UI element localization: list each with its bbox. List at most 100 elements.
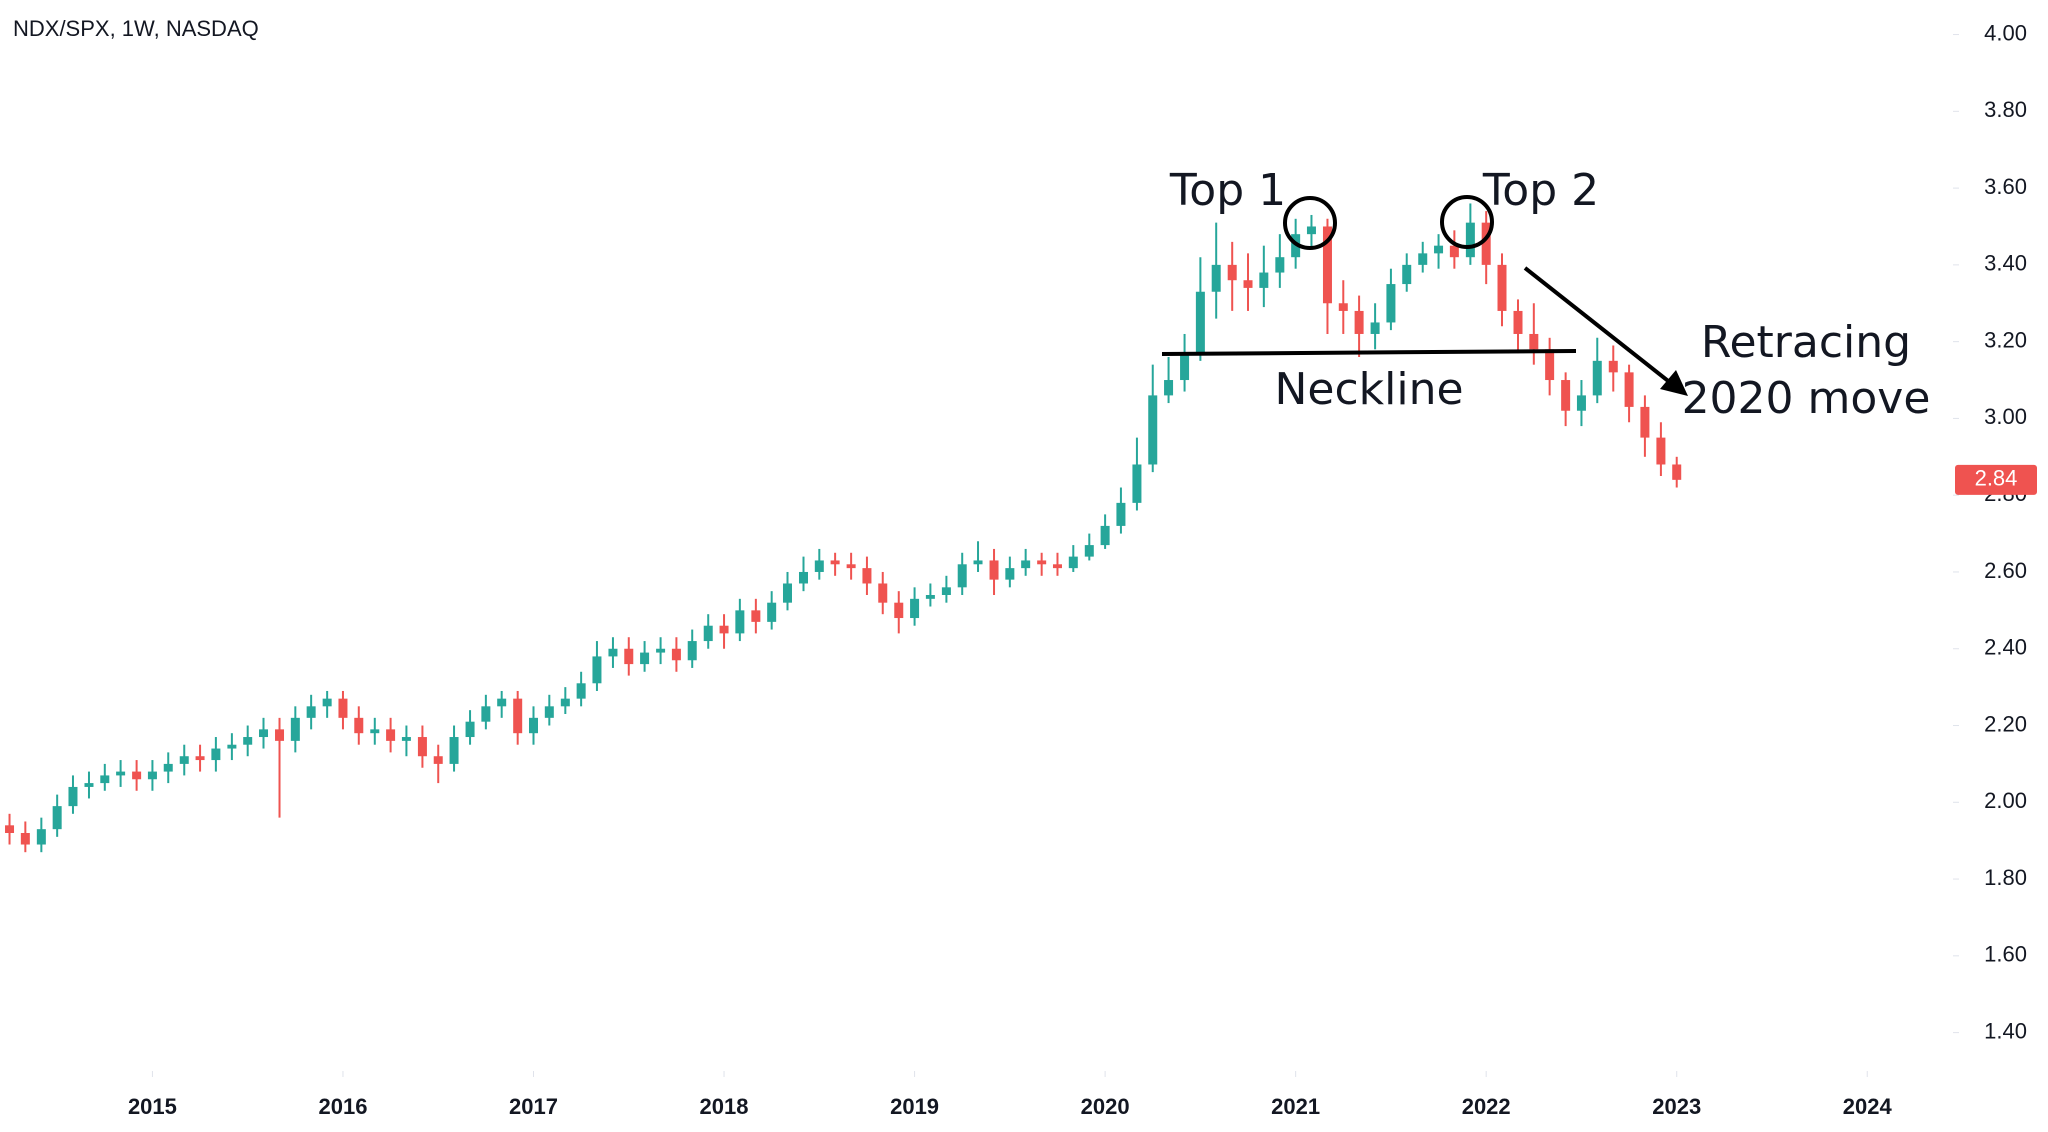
candle-body bbox=[894, 602, 904, 619]
y-tick-label: 2.60 bbox=[1984, 558, 2027, 583]
candle-body bbox=[1624, 372, 1634, 407]
arrow-head bbox=[1660, 370, 1688, 396]
candle-body bbox=[1592, 360, 1602, 396]
last-price-label: 2.84 bbox=[1975, 466, 2018, 491]
candle-body bbox=[1608, 360, 1618, 373]
y-tick-label: 1.40 bbox=[1984, 1018, 2027, 1043]
candle-body bbox=[1576, 395, 1586, 411]
candle-body bbox=[1513, 310, 1523, 334]
candle-body bbox=[211, 748, 221, 761]
candle-body bbox=[481, 706, 491, 722]
candle-body bbox=[322, 698, 332, 707]
y-tick-label: 4.00 bbox=[1984, 20, 2027, 45]
candle-body bbox=[1084, 545, 1094, 557]
candle-body bbox=[1529, 333, 1539, 350]
candle-body bbox=[1211, 264, 1221, 292]
candle-body bbox=[1656, 437, 1666, 465]
candle-body bbox=[1322, 226, 1332, 304]
candle-body bbox=[1418, 253, 1428, 265]
candle-body bbox=[1227, 264, 1237, 281]
candle-body bbox=[1306, 226, 1316, 235]
candle-body bbox=[401, 737, 411, 741]
candle-body bbox=[957, 564, 967, 588]
candle-body bbox=[624, 648, 634, 665]
y-tick-label: 3.00 bbox=[1984, 404, 2027, 429]
candle-body bbox=[1465, 222, 1475, 258]
x-tick-label: 2015 bbox=[128, 1094, 177, 1119]
candle-body bbox=[846, 564, 856, 569]
candle-body bbox=[576, 683, 586, 699]
candle-body bbox=[1068, 556, 1078, 569]
x-tick-label: 2016 bbox=[318, 1094, 367, 1119]
x-tick-label: 2018 bbox=[700, 1094, 749, 1119]
candle-body bbox=[290, 717, 300, 741]
candle-body bbox=[132, 771, 142, 780]
x-tick-label: 2017 bbox=[509, 1094, 558, 1119]
candle-body bbox=[592, 656, 602, 684]
arrow-shaft bbox=[1523, 266, 1674, 386]
plot bbox=[5, 203, 1682, 853]
candle-body bbox=[386, 729, 396, 741]
candle-body bbox=[259, 729, 269, 738]
candle-body bbox=[1037, 560, 1047, 565]
candle-body bbox=[973, 560, 983, 565]
candle-body bbox=[1021, 560, 1031, 569]
candle-body bbox=[1180, 353, 1190, 381]
candle-body bbox=[767, 602, 777, 622]
candle-body bbox=[227, 744, 237, 749]
candle-body bbox=[1434, 245, 1444, 254]
candle-body bbox=[1386, 284, 1396, 323]
candle-body bbox=[100, 775, 110, 784]
candle-body bbox=[560, 698, 570, 707]
annotation: 2020 move bbox=[1682, 373, 1931, 424]
x-tick-label: 2021 bbox=[1271, 1094, 1320, 1119]
chart-title: NDX/SPX, 1W, NASDAQ bbox=[13, 16, 259, 41]
candle-body bbox=[1243, 280, 1253, 288]
candle-body bbox=[338, 698, 348, 718]
annotation: Neckline bbox=[1274, 364, 1463, 415]
candle-body bbox=[1275, 257, 1285, 273]
neckline bbox=[1161, 349, 1577, 356]
candle-body bbox=[116, 771, 126, 776]
x-tick-label: 2024 bbox=[1843, 1094, 1893, 1119]
candle-body bbox=[735, 610, 745, 634]
x-tick-label: 2023 bbox=[1652, 1094, 1701, 1119]
y-tick-label: 2.00 bbox=[1984, 788, 2027, 813]
candle-body bbox=[1354, 310, 1364, 334]
candle-body bbox=[1338, 303, 1348, 311]
candle-body bbox=[354, 717, 364, 734]
candle-body bbox=[878, 583, 888, 603]
candle-body bbox=[1259, 272, 1269, 288]
candle-body bbox=[719, 625, 729, 634]
candle-body bbox=[1148, 395, 1158, 465]
y-tick-label: 3.40 bbox=[1984, 251, 2027, 276]
candle-body bbox=[1402, 264, 1412, 285]
y-tick-label: 3.60 bbox=[1984, 174, 2027, 199]
candle-body bbox=[513, 698, 523, 734]
candle-body bbox=[36, 829, 46, 845]
candle-body bbox=[370, 729, 380, 734]
y-tick-label: 2.40 bbox=[1984, 635, 2027, 660]
last-price-box bbox=[1955, 464, 2037, 495]
x-tick-label: 2022 bbox=[1462, 1094, 1511, 1119]
y-tick-label: 1.60 bbox=[1984, 942, 2027, 967]
candle-body bbox=[52, 806, 62, 830]
candle-body bbox=[449, 737, 459, 764]
candle-body bbox=[1052, 564, 1062, 569]
candle-body bbox=[465, 721, 475, 738]
candle-body bbox=[1116, 502, 1126, 526]
candle-body bbox=[275, 729, 285, 741]
candle-body bbox=[1640, 406, 1650, 438]
candle-body bbox=[640, 652, 650, 665]
candle-body bbox=[1545, 349, 1555, 381]
candle-body bbox=[529, 717, 539, 734]
candle-body bbox=[1561, 380, 1571, 411]
annotation: Top 1 bbox=[1169, 165, 1286, 216]
candle-body bbox=[1370, 322, 1380, 334]
candle-body bbox=[147, 771, 157, 780]
candle-body bbox=[608, 648, 618, 657]
annotation: Retracing bbox=[1701, 317, 1911, 368]
candle-body bbox=[20, 833, 30, 845]
candle-body bbox=[5, 825, 15, 833]
